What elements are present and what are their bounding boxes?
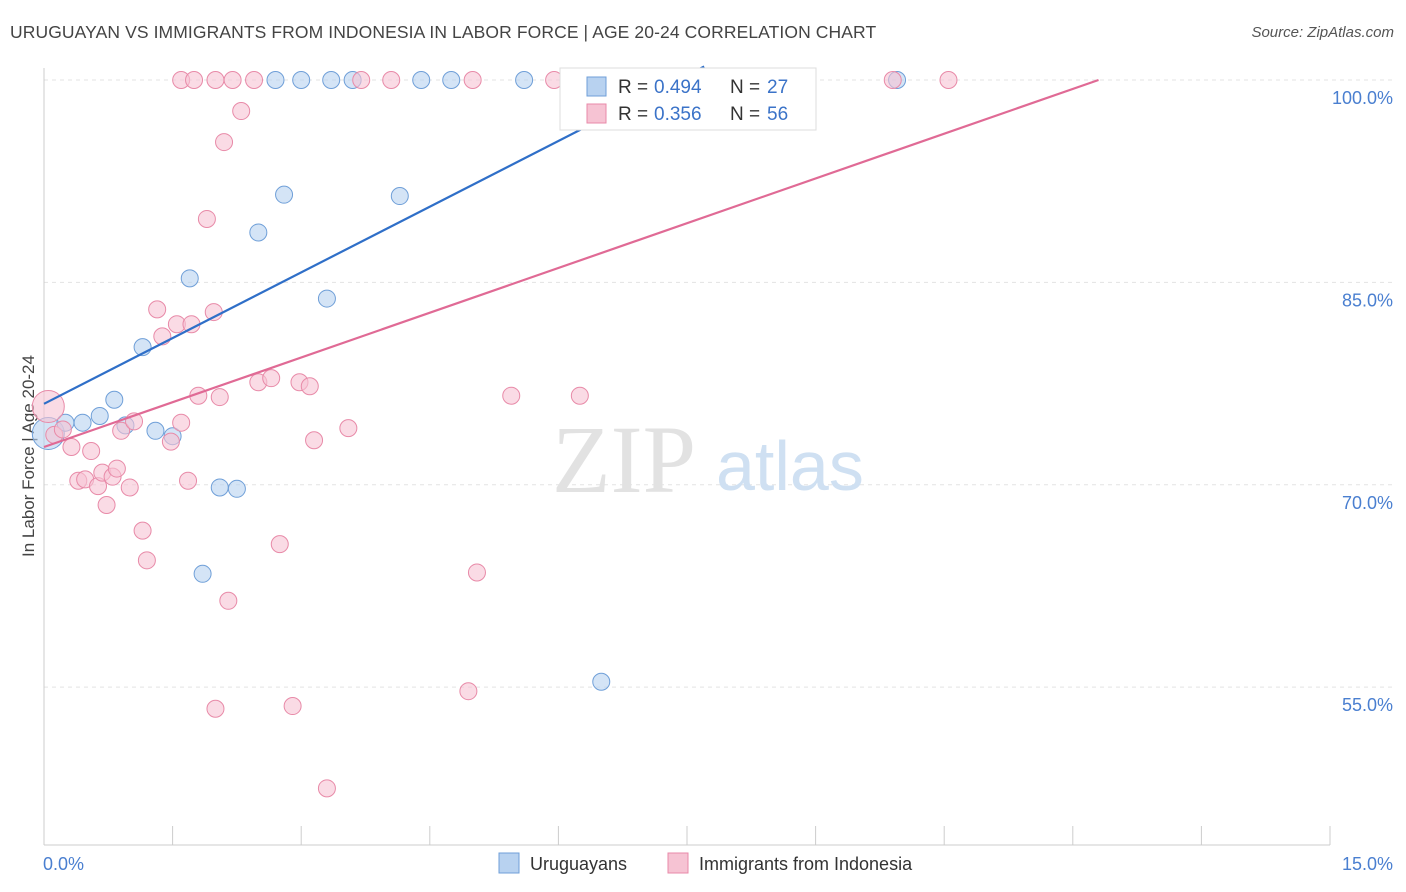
indonesia-point [502, 386, 521, 405]
indonesia-point [120, 478, 139, 497]
uruguayans-point [73, 413, 92, 432]
bottom-legend-swatch-indonesia[interactable] [667, 852, 689, 874]
indonesia-point [459, 682, 478, 701]
uruguayans-point [390, 187, 409, 206]
indonesia-point [300, 377, 319, 396]
y-axis-label: In Labor Force | Age 20-24 [19, 355, 38, 557]
indonesia-point [107, 459, 126, 478]
bottom-legend-label-indonesia[interactable]: Immigrants from Indonesia [699, 854, 913, 874]
uruguayans-point [146, 421, 165, 440]
uruguayans-point [317, 289, 336, 308]
indonesia-point [179, 471, 198, 490]
uruguayans-points [31, 71, 907, 691]
indonesia-point [133, 521, 152, 540]
watermark-atlas: atlas [716, 427, 864, 505]
uruguayans-point [592, 672, 611, 691]
indonesia-point [270, 535, 289, 554]
x-tick-label: 15.0% [1342, 854, 1393, 874]
uruguayans-point [515, 71, 534, 89]
indonesia-point [62, 437, 81, 456]
indonesia-point [148, 300, 167, 319]
uruguayans-point [292, 71, 311, 89]
indonesia-point [467, 563, 486, 582]
indonesia-point [232, 102, 251, 121]
indonesia-point [305, 431, 324, 450]
indonesia-point [352, 71, 371, 89]
indonesia-point [570, 386, 589, 405]
indonesia-point [245, 71, 264, 89]
indonesia-point [53, 420, 72, 439]
bottom-legend: Uruguayans Immigrants from Indonesia [498, 852, 913, 874]
indonesia-point [382, 71, 401, 89]
uruguayans-point [442, 71, 461, 89]
indonesia-point [317, 779, 336, 798]
uruguayans-point [90, 406, 109, 425]
indonesia-point [262, 369, 281, 388]
indonesia-trend-line [43, 78, 1099, 449]
x-ticks: 0.0% 15.0% [43, 826, 1393, 874]
indonesia-point [185, 71, 204, 89]
indonesia-point [197, 209, 216, 228]
y-tick-labels: 55.0% 70.0% 85.0% 100.0% [1332, 88, 1393, 715]
legend-r-value-indonesia: 0.356 [654, 104, 702, 125]
y-tick-label: 100.0% [1332, 88, 1393, 108]
indonesia-point [97, 496, 116, 514]
uruguayans-point [180, 269, 199, 288]
uruguayans-point [322, 71, 341, 89]
uruguayans-point [210, 478, 229, 497]
legend-n-value-indonesia: 56 [767, 104, 788, 125]
indonesia-point [939, 71, 958, 89]
uruguayans-point [105, 390, 124, 409]
indonesia-point [112, 421, 131, 440]
y-tick-label: 70.0% [1342, 493, 1393, 513]
indonesia-point [223, 71, 242, 89]
uruguayans-point [193, 564, 212, 583]
x-tick-label: 0.0% [43, 854, 84, 874]
legend-n-value-uruguayans: 27 [767, 77, 788, 98]
bottom-legend-swatch-uruguayans[interactable] [498, 852, 520, 874]
legend-r-label: R = [618, 104, 648, 125]
indonesia-point [339, 419, 358, 438]
indonesia-point [883, 71, 902, 89]
legend-swatch-uruguayans [586, 76, 607, 97]
uruguayans-point [275, 185, 294, 204]
indonesia-point [161, 432, 180, 451]
chart-title: URUGUAYAN VS IMMIGRANTS FROM INDONESIA I… [10, 22, 877, 42]
bottom-legend-label-uruguayans[interactable]: Uruguayans [530, 854, 627, 874]
uruguayans-point [249, 223, 268, 242]
uruguayans-point [227, 479, 246, 498]
indonesia-point [172, 413, 191, 432]
legend-r-value-uruguayans: 0.494 [654, 77, 702, 98]
watermark: ZIP atlas [552, 406, 864, 513]
uruguayans-point [412, 71, 431, 89]
legend-n-label: N = [730, 77, 760, 98]
uruguayans-point [266, 71, 285, 89]
legend-n-label: N = [730, 104, 760, 125]
indonesia-point [210, 388, 229, 407]
source-credit: Source: ZipAtlas.com [1251, 24, 1394, 41]
indonesia-point [206, 71, 225, 89]
y-tick-label: 55.0% [1342, 695, 1393, 715]
legend-swatch-indonesia [586, 103, 607, 124]
indonesia-point [82, 442, 101, 461]
indonesia-point [137, 551, 156, 570]
indonesia-point [283, 697, 302, 716]
grid-lines [44, 79, 1392, 688]
indonesia-point [219, 591, 238, 610]
legend-box: R = 0.494 N = 27 R = 0.356 N = 56 [559, 67, 817, 131]
indonesia-point [463, 71, 482, 89]
watermark-zip: ZIP [552, 406, 696, 513]
indonesia-point [215, 133, 234, 152]
legend-r-label: R = [618, 77, 648, 98]
indonesia-point [206, 699, 225, 718]
y-tick-label: 85.0% [1342, 290, 1393, 310]
